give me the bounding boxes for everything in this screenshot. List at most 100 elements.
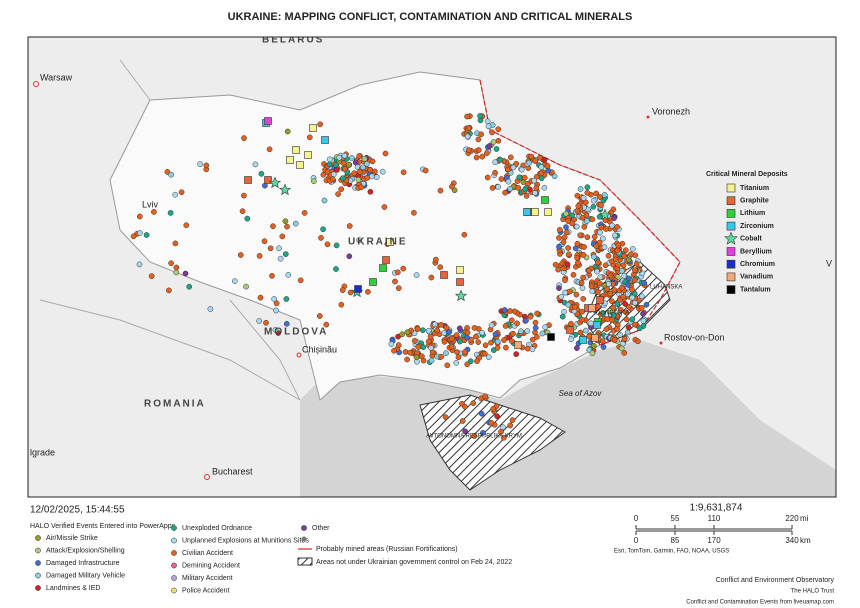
event-dot — [619, 284, 625, 291]
event-dot — [404, 356, 410, 363]
event-dot — [574, 240, 581, 247]
event-dot — [355, 176, 362, 183]
event-dot — [404, 329, 411, 336]
event-dot — [595, 259, 601, 266]
event-dot — [495, 137, 502, 144]
map-label: BELARUS — [262, 35, 324, 46]
event-dot — [484, 174, 491, 181]
event-dot — [538, 164, 545, 171]
event-dot — [523, 317, 529, 324]
mineral-marker — [454, 289, 468, 302]
event-dot — [595, 303, 601, 310]
event-dot — [580, 195, 587, 201]
event-dot — [453, 359, 460, 366]
event-dot — [609, 222, 615, 229]
event-dot — [565, 245, 571, 251]
event-dot — [589, 350, 596, 356]
event-dot — [273, 300, 280, 307]
event-dot — [580, 274, 586, 281]
event-dot — [341, 152, 348, 159]
event-dot — [399, 331, 405, 338]
event-dot — [276, 245, 282, 252]
legend-label: Military Accident — [182, 575, 233, 582]
event-dot — [267, 245, 274, 252]
event-dot — [186, 283, 193, 290]
event-dot — [340, 175, 346, 182]
event-dot — [466, 125, 472, 131]
event-dot — [306, 134, 313, 141]
ukraine-shape — [109, 71, 681, 401]
event-dot — [526, 159, 532, 166]
map-label: MOLDOVA — [264, 327, 328, 338]
mineral-marker — [278, 183, 292, 196]
event-dot — [346, 253, 353, 260]
event-dot — [635, 338, 641, 345]
event-dot — [241, 135, 247, 141]
event-dot — [231, 278, 238, 284]
event-dot — [603, 226, 609, 232]
event-dot — [271, 296, 277, 302]
event-dot — [611, 287, 618, 293]
legend-title: HALO Verified Events Entered into PowerA… — [30, 523, 176, 530]
mineral-marker — [386, 238, 394, 246]
event-dot — [448, 335, 455, 342]
event-dot — [567, 288, 573, 295]
event-dot — [556, 285, 562, 291]
event-dot — [607, 290, 614, 297]
timestamp: 12/02/2025, 15:44:55 — [30, 505, 125, 516]
event-dot — [629, 294, 636, 301]
legend-label: Cobalt — [740, 236, 762, 243]
event-dot — [595, 289, 601, 295]
event-dot — [624, 329, 631, 336]
event-dot — [597, 229, 603, 236]
event-dot — [545, 167, 552, 174]
event-dot — [598, 224, 605, 231]
borders — [39, 59, 301, 401]
event-dot — [601, 244, 608, 251]
legend-swatch — [171, 537, 177, 544]
event-dot — [481, 350, 488, 357]
event-dot — [511, 308, 518, 315]
event-dot — [614, 326, 620, 332]
legend-label: Vanadium — [740, 274, 773, 281]
event-dot — [579, 316, 585, 323]
map-label: lgrade — [30, 447, 55, 457]
event-dot — [392, 278, 398, 285]
legend-label: Damaged Infrastructure — [46, 560, 120, 567]
event-dot — [414, 326, 421, 332]
event-dot — [590, 203, 597, 210]
event-dot — [361, 155, 368, 162]
event-dot — [182, 270, 189, 277]
title: UKRAINE: MAPPING CONFLICT, CONTAMINATION… — [228, 11, 633, 23]
event-dot — [568, 336, 574, 343]
event-dot — [243, 283, 249, 290]
mineral-marker — [514, 341, 522, 349]
event-dot — [172, 191, 179, 198]
event-dot — [601, 192, 608, 198]
event-dot — [258, 170, 265, 177]
event-dot — [559, 313, 566, 320]
event-dot — [583, 199, 589, 206]
event-dot — [513, 351, 520, 357]
event-dot — [600, 344, 607, 350]
legend-swatch — [726, 183, 736, 193]
city-marker — [33, 81, 39, 87]
credit: Conflict and Environment Observatory — [716, 577, 835, 584]
event-dot — [498, 176, 505, 182]
event-dot — [475, 147, 482, 153]
event-dot — [551, 173, 558, 180]
event-dot — [578, 279, 585, 286]
event-dot — [527, 313, 534, 320]
event-dot — [614, 247, 621, 254]
event-dot — [580, 252, 587, 258]
event-dot — [321, 197, 328, 204]
event-dot — [428, 357, 435, 364]
event-dot — [282, 251, 289, 257]
event-dot — [333, 266, 339, 272]
event-dot — [237, 252, 244, 258]
mineral-marker — [296, 161, 304, 169]
event-dot — [605, 281, 612, 287]
event-dot — [428, 344, 434, 351]
event-dot — [561, 234, 568, 241]
